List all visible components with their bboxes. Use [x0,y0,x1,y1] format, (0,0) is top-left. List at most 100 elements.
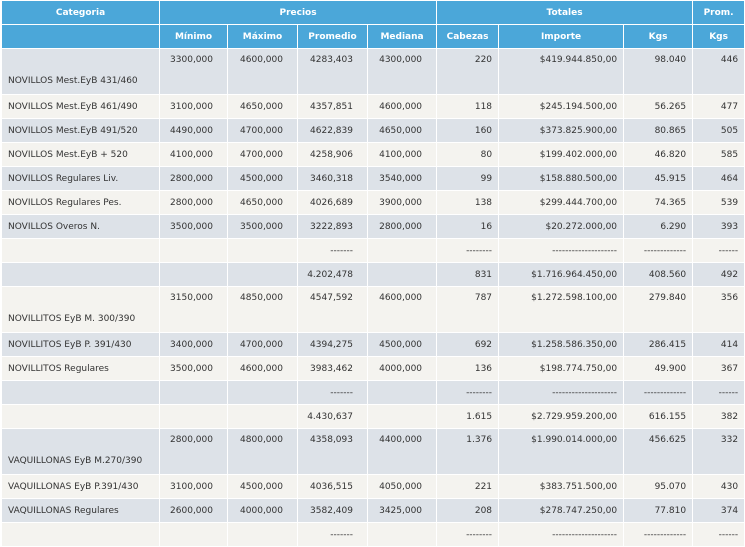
value-cell: 456.625 [623,428,694,475]
category-cell [1,238,160,263]
category-cell: NOVILLITOS EyB P. 391/430 [1,332,160,357]
value-cell: 16 [436,214,500,239]
value-cell: 4622,839 [297,118,368,143]
value-cell: 4700,000 [227,118,298,143]
value-cell: 4490,000 [159,118,228,143]
value-cell [159,380,228,405]
value-cell: 477 [692,94,745,119]
value-cell: 4100,000 [159,142,228,167]
value-cell: 3100,000 [159,474,228,499]
value-cell: 4600,000 [227,356,298,381]
value-cell: ------ [692,522,745,547]
value-cell: 160 [436,118,500,143]
value-cell: $199.402.000,00 [498,142,625,167]
value-cell: 4700,000 [227,332,298,357]
value-cell [227,404,298,429]
value-cell: $245.194.500,00 [498,94,625,119]
table-row: VAQUILLONAS Regulares 2600,000 4000,000 358… [1,498,745,523]
table-row: VAQUILLONAS EyB P.391/430 3100,000 4500,00… [1,474,745,499]
value-cell: 3500,000 [227,214,298,239]
value-cell: 3460,318 [297,166,368,191]
value-cell: 3425,000 [366,498,438,523]
category-cell [1,404,160,429]
value-cell: 99 [436,166,500,191]
value-cell: $158.880.500,00 [498,166,625,191]
category-cell: NOVILLOS Regulares Liv. [1,166,160,191]
value-cell: 136 [436,356,500,381]
value-cell: 492 [692,262,745,287]
value-cell [366,238,438,263]
value-cell [159,262,228,287]
value-cell: 4800,000 [227,428,298,475]
value-cell: 1.376 [436,428,500,475]
value-cell: 279.840 [623,286,694,333]
value-cell: 4650,000 [366,118,438,143]
value-cell: 3150,000 [159,286,228,333]
value-cell: 332 [692,428,745,475]
value-cell: 539 [692,190,745,215]
value-cell [366,262,438,287]
value-cell: 4000,000 [227,498,298,523]
value-cell: 464 [692,166,745,191]
header-cell: Kgs [692,24,745,49]
value-cell: 3400,000 [159,332,228,357]
value-cell: -------------------- [498,380,625,405]
value-cell [366,522,438,547]
header-cell: Totales [436,0,694,25]
value-cell: 208 [436,498,500,523]
value-cell: 831 [436,262,500,287]
value-cell: 2800,000 [366,214,438,239]
value-cell: 616.155 [623,404,694,429]
value-cell: 585 [692,142,745,167]
category-cell [1,262,160,287]
value-cell: -------------------- [498,238,625,263]
table-row: ------- -------- -------------------- -----… [1,380,745,405]
value-cell: 286.415 [623,332,694,357]
value-cell: 95.070 [623,474,694,499]
category-cell: NOVILLOS Overos N. [1,214,160,239]
value-cell: 77.810 [623,498,694,523]
value-cell: 4000,000 [366,356,438,381]
value-cell: 4026,689 [297,190,368,215]
value-cell: ------- [297,238,368,263]
category-cell: VAQUILLONAS EyB M.270/390 [1,428,160,475]
value-cell: 414 [692,332,745,357]
value-cell: $383.751.500,00 [498,474,625,499]
table-row: NOVILLOS Mest.EyB + 520 4100,000 4700,000 4… [1,142,745,167]
value-cell: 382 [692,404,745,429]
value-cell: $1.258.586.350,00 [498,332,625,357]
header-cell: Importe [498,24,625,49]
value-cell [227,238,298,263]
value-cell: 2800,000 [159,166,228,191]
value-cell: 4650,000 [227,190,298,215]
value-cell: 56.265 [623,94,694,119]
table-body: NOVILLOS Mest.EyB 431/460 3300,000 4600,00… [1,48,745,547]
table-row: NOVILLOS Regulares Pes. 2800,000 4650,000 4… [1,190,745,215]
value-cell: 4.202,478 [297,262,368,287]
value-cell: 2800,000 [159,428,228,475]
value-cell: $198.774.750,00 [498,356,625,381]
value-cell: 4600,000 [366,286,438,333]
header-cell: Prom. [692,0,745,25]
value-cell: 3222,893 [297,214,368,239]
value-cell: 2600,000 [159,498,228,523]
header-cell: Mínimo [159,24,228,49]
value-cell: 4050,000 [366,474,438,499]
header-cell: Categoria [1,0,160,25]
value-cell: $20.272.000,00 [498,214,625,239]
header-cell: Kgs [623,24,694,49]
value-cell [159,404,228,429]
header-cell: Mediana [366,24,438,49]
value-cell: 80 [436,142,500,167]
header-cell [1,24,160,49]
value-cell: ------------- [623,238,694,263]
value-cell: 4500,000 [227,166,298,191]
value-cell: $299.444.700,00 [498,190,625,215]
value-cell: 98.040 [623,48,694,95]
value-cell: $1.716.964.450,00 [498,262,625,287]
category-cell: NOVILLITOS EyB M. 300/390 [1,286,160,333]
table-row: ------- -------- -------------------- -----… [1,522,745,547]
table-row: NOVILLITOS EyB P. 391/430 3400,000 4700,00… [1,332,745,357]
value-cell: 4258,906 [297,142,368,167]
category-cell: NOVILLOS Mest.EyB 461/490 [1,94,160,119]
